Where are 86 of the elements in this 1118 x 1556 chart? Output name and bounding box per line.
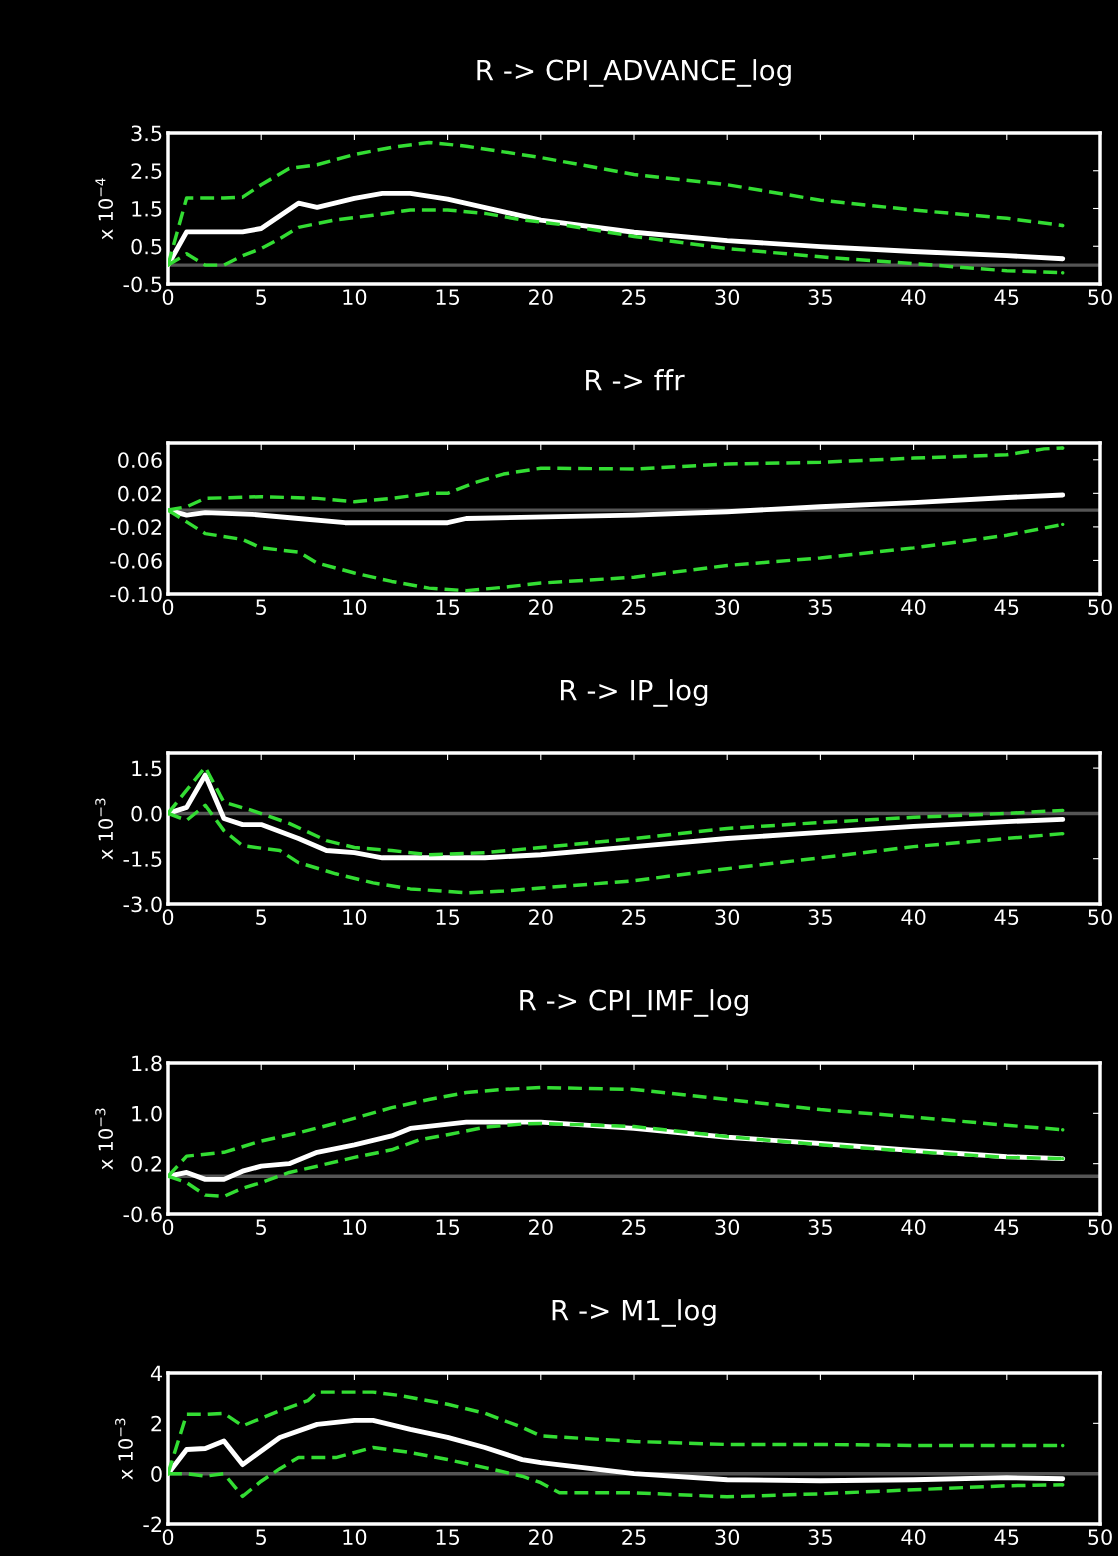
y-tick-label: 3.5 xyxy=(131,125,162,142)
y-tick-label: -1.5 xyxy=(123,851,162,867)
y-tick-label: 0.2 xyxy=(131,1156,162,1172)
y-tick-label: 2.5 xyxy=(131,163,162,179)
x-tick-label: 5 xyxy=(256,909,267,925)
x-tick-label: 5 xyxy=(256,599,267,615)
x-tick-label: 20 xyxy=(529,599,553,615)
x-tick-label: 10 xyxy=(343,1529,367,1545)
x-tick-label: 20 xyxy=(529,1219,553,1235)
x-tick-label: 10 xyxy=(343,909,367,925)
x-tick-label: 10 xyxy=(343,1219,367,1235)
x-tick-label: 30 xyxy=(715,1219,740,1235)
x-tick-label: 10 xyxy=(343,289,367,305)
x-tick-label: 15 xyxy=(436,289,460,305)
x-tick-label: 50 xyxy=(1088,289,1112,305)
x-tick-label: 50 xyxy=(1088,599,1112,615)
x-tick-label: 0 xyxy=(162,599,174,615)
x-tick-label: 45 xyxy=(994,1219,1019,1235)
x-tick-label: 15 xyxy=(436,599,460,615)
x-tick-label: 50 xyxy=(1088,1529,1112,1545)
y-tick-label: 1.5 xyxy=(132,760,162,777)
x-tick-label: 50 xyxy=(1088,909,1112,925)
x-tick-label: 40 xyxy=(901,289,926,305)
y-tick-label: 1.8 xyxy=(132,1055,162,1072)
x-tick-label: 35 xyxy=(808,909,832,925)
x-tick-label: 35 xyxy=(808,289,832,305)
x-tick-label: 25 xyxy=(622,599,646,615)
x-tick-label: 20 xyxy=(529,1529,553,1545)
x-tick-label: 40 xyxy=(901,599,926,615)
x-tick-label: 45 xyxy=(994,909,1019,925)
x-tick-label: 0 xyxy=(162,909,174,925)
y-axis-title: x 10$^{−3}$ xyxy=(115,1418,133,1480)
x-tick-label: 35 xyxy=(808,1529,832,1545)
y-tick-label: -0.6 xyxy=(123,1206,162,1223)
x-tick-label: 25 xyxy=(622,1219,646,1235)
chart-title: R -> M1_log xyxy=(552,1299,716,1327)
y-tick-label: 2 xyxy=(151,1415,162,1432)
x-tick-label: 15 xyxy=(436,1219,460,1235)
y-tick-label: 0.06 xyxy=(118,452,162,468)
x-tick-label: 20 xyxy=(529,289,553,305)
x-tick-label: 0 xyxy=(162,289,174,305)
y-axis-title: x 10$^{−4}$ xyxy=(95,178,114,240)
y-tick-label: 1.0 xyxy=(132,1105,162,1122)
y-tick-label: 0 xyxy=(151,1466,162,1482)
x-tick-label: 50 xyxy=(1088,1219,1112,1235)
x-tick-label: 35 xyxy=(808,1219,832,1235)
x-tick-label: 30 xyxy=(715,909,740,925)
x-tick-label: 40 xyxy=(901,1219,926,1235)
y-tick-label: 0.02 xyxy=(118,485,162,502)
x-tick-label: 25 xyxy=(622,289,646,305)
y-tick-label: -3.0 xyxy=(123,896,162,913)
x-tick-label: 15 xyxy=(436,1529,460,1545)
x-tick-label: 0 xyxy=(162,1529,174,1545)
x-tick-label: 45 xyxy=(994,599,1019,615)
y-tick-label: 0.5 xyxy=(131,238,162,255)
x-tick-label: 30 xyxy=(715,599,740,615)
chart-title: R -> CPI_IMF_log xyxy=(520,989,748,1017)
x-tick-label: 5 xyxy=(256,1219,267,1235)
y-tick-label: -2 xyxy=(143,1516,162,1532)
y-axis-title: x 10$^{−3}$ xyxy=(95,798,114,860)
chart-title: R -> CPI_ADVANCE_log xyxy=(477,59,791,87)
y-tick-label: -0.02 xyxy=(110,519,162,536)
x-tick-label: 25 xyxy=(622,1529,646,1545)
y-tick-label: 0.0 xyxy=(131,805,162,822)
y-tick-label: -0.10 xyxy=(110,586,162,603)
x-tick-label: 40 xyxy=(901,909,926,925)
x-tick-label: 20 xyxy=(529,909,553,925)
x-tick-label: 30 xyxy=(715,1529,740,1545)
x-tick-label: 15 xyxy=(436,909,460,925)
chart-title: R -> IP_log xyxy=(561,679,708,707)
x-tick-label: 35 xyxy=(808,599,832,615)
x-tick-label: 0 xyxy=(162,1219,174,1235)
y-axis-title: x 10$^{−3}$ xyxy=(95,1108,114,1170)
x-tick-label: 5 xyxy=(256,1529,267,1545)
y-tick-label: -0.5 xyxy=(123,276,162,293)
x-tick-label: 45 xyxy=(994,289,1019,305)
chart-title: R -> ffr xyxy=(586,369,685,391)
x-tick-label: 10 xyxy=(343,599,367,615)
y-tick-label: -0.06 xyxy=(110,552,162,569)
x-tick-label: 30 xyxy=(715,289,740,305)
x-tick-label: 40 xyxy=(901,1529,926,1545)
x-tick-label: 45 xyxy=(994,1529,1019,1545)
x-tick-label: 25 xyxy=(622,909,646,925)
x-tick-label: 5 xyxy=(256,289,267,305)
y-tick-label: 1.5 xyxy=(132,201,162,217)
y-tick-label: 4 xyxy=(150,1365,162,1381)
